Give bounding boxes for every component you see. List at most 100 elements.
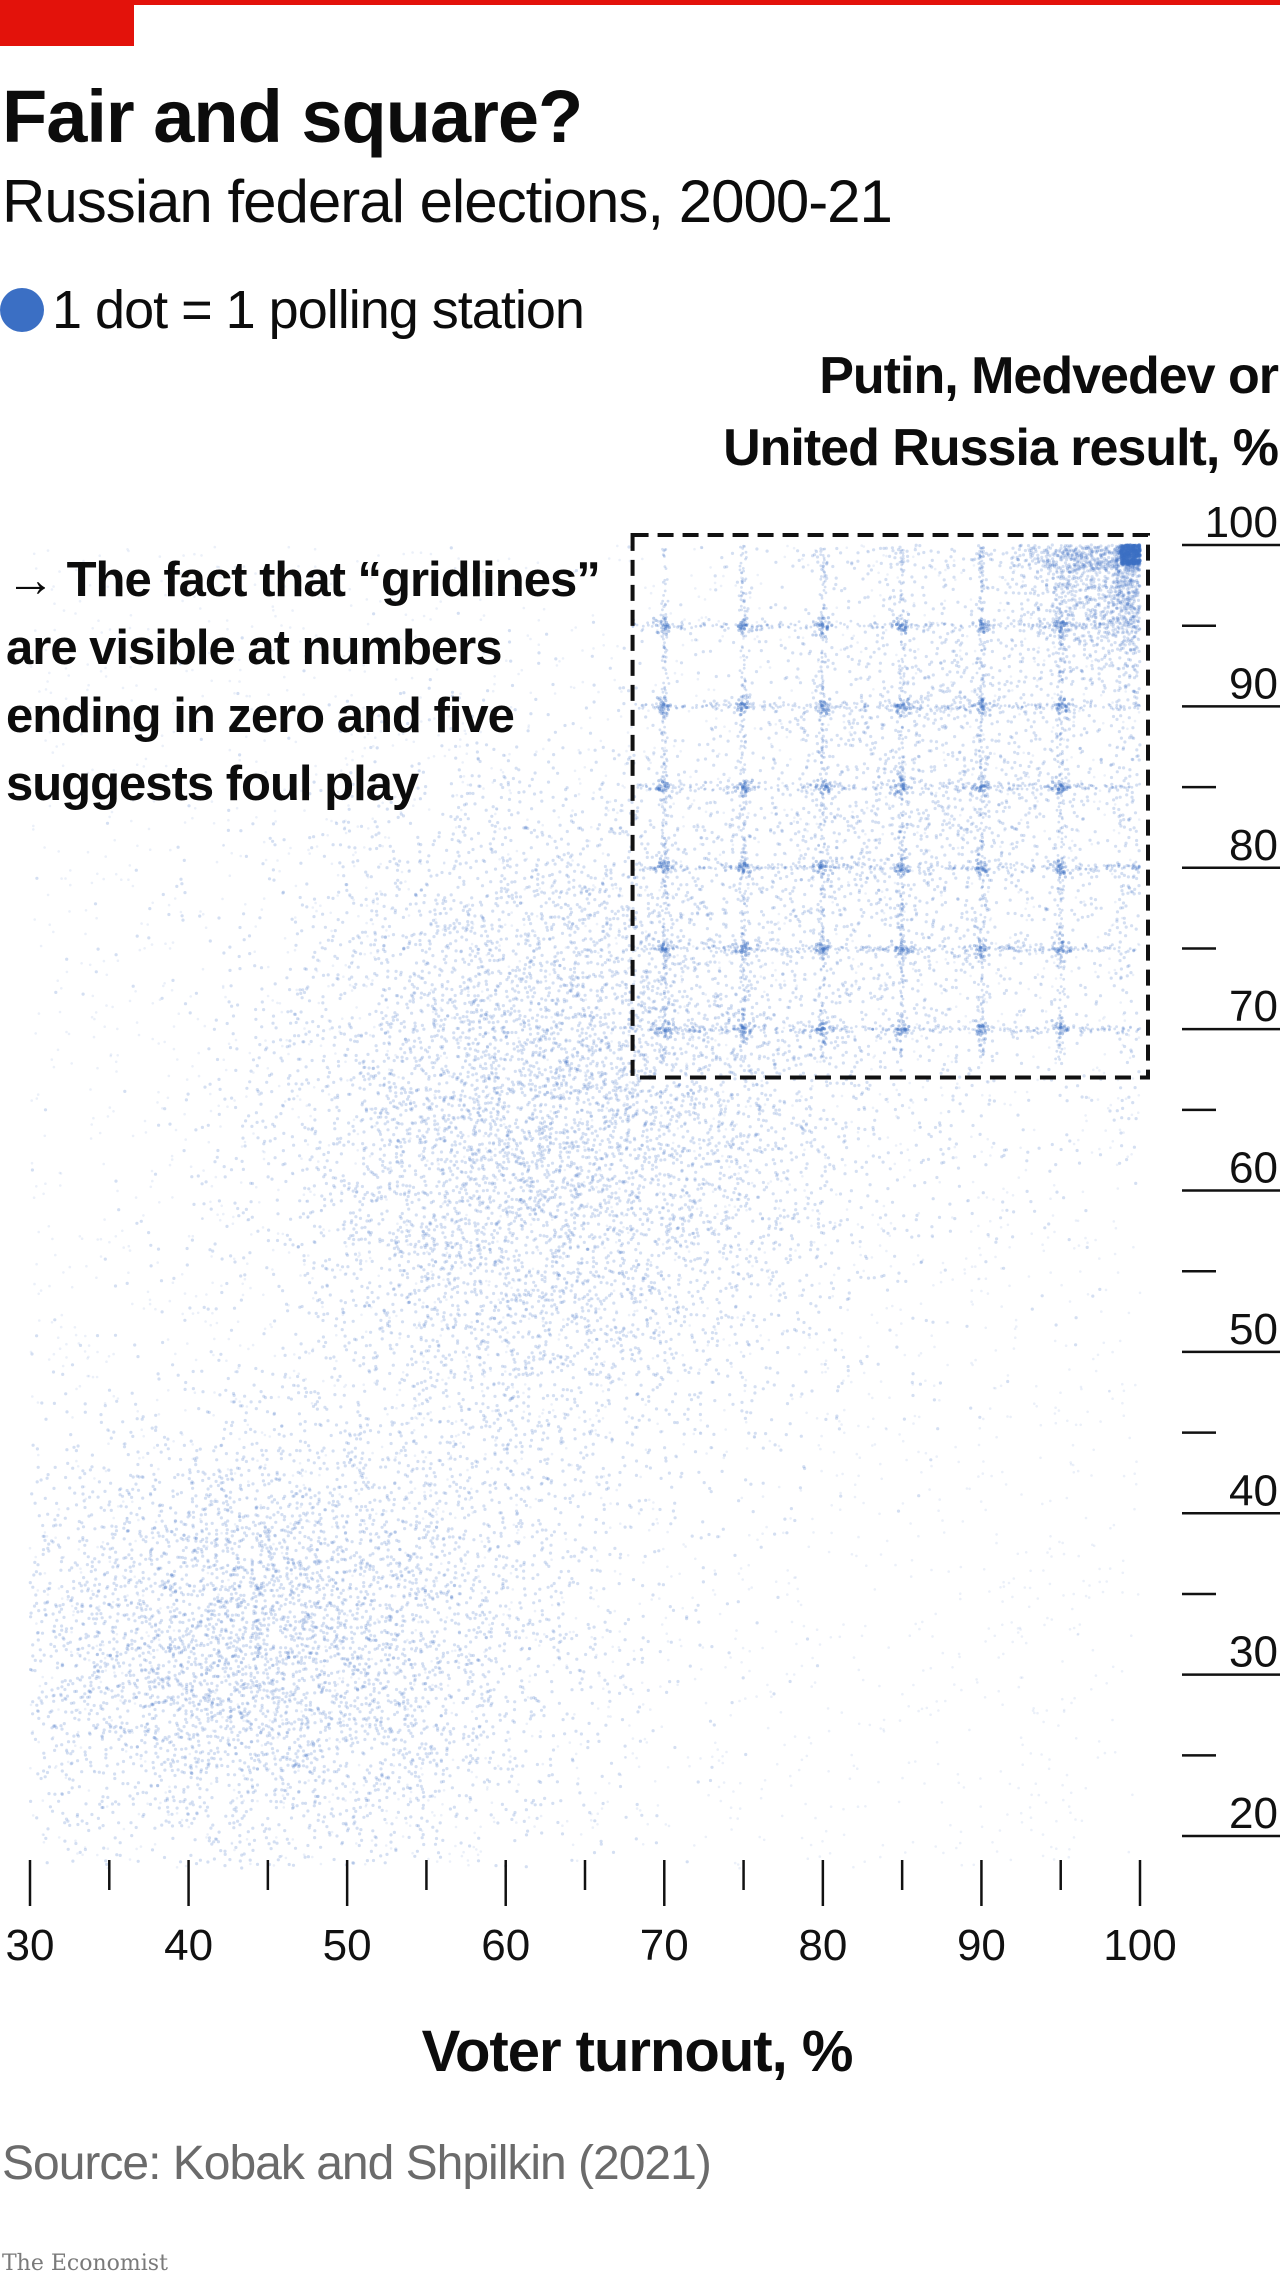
data-point [247,1483,251,1487]
data-point [507,965,511,968]
data-point [104,855,107,858]
data-point [630,725,633,729]
data-point [500,1340,504,1343]
data-point [579,1117,583,1121]
data-point [35,1185,38,1188]
data-point [357,1255,360,1258]
data-point [738,1807,742,1810]
data-point [373,1124,377,1128]
data-point [1079,1385,1083,1389]
data-point [933,1345,936,1349]
data-point [1103,1053,1107,1056]
data-point [33,1501,37,1505]
data-point [240,1145,244,1148]
data-point [539,1730,543,1733]
data-point [1069,1791,1073,1795]
data-point [852,634,856,638]
data-point [1032,1707,1035,1710]
data-point [530,1288,533,1292]
data-point [871,1106,875,1110]
data-point [934,1845,937,1848]
data-point [781,781,784,785]
data-point [739,656,742,659]
data-point [227,1736,230,1740]
data-point [1068,1848,1071,1851]
data-point [323,1795,327,1800]
data-point [32,824,35,828]
data-point [124,1651,128,1655]
data-point [102,1717,106,1721]
data-point [525,857,529,861]
data-point [1057,1409,1061,1412]
data-point [166,1096,170,1100]
data-point [457,1402,461,1406]
data-point [414,635,417,638]
data-point [859,1253,862,1257]
data-point [687,709,691,713]
data-point [659,1685,662,1688]
data-point [54,1536,57,1539]
data-point [728,1344,731,1347]
data-point [739,1350,743,1354]
data-points [28,543,1142,1870]
data-point [671,894,674,898]
data-point [436,1507,440,1510]
data-point [30,1731,34,1735]
data-point [1086,1293,1090,1296]
data-point [435,1579,439,1583]
data-point [150,943,154,946]
data-point [401,1371,405,1374]
data-point [114,1060,118,1064]
data-point [253,1430,257,1434]
data-point [171,1494,175,1499]
data-point [272,1542,275,1546]
data-point [944,583,947,586]
data-point [237,1790,241,1794]
data-point [916,831,919,834]
data-point [537,1518,541,1523]
data-point [802,1624,806,1628]
data-point [154,1307,157,1311]
data-point [820,1469,823,1473]
data-point [816,660,820,663]
data-point [217,1510,221,1515]
data-point [189,1165,193,1168]
data-point [880,890,884,893]
data-point [123,1522,127,1526]
data-point [391,1022,394,1026]
data-point [525,1636,528,1639]
data-point [838,1420,841,1423]
data-point [1105,1580,1108,1583]
data-point [971,1363,974,1367]
data-point [308,1448,312,1452]
data-point [89,1137,93,1140]
data-point [718,853,722,857]
data-point [431,1010,435,1014]
data-point [510,924,514,927]
data-point [487,1283,491,1287]
data-point [491,781,495,784]
data-point [140,1636,144,1640]
data-point [355,1512,359,1517]
data-point [291,1838,295,1841]
data-point [1112,1220,1116,1223]
data-point [60,1743,64,1747]
data-point [911,1101,915,1104]
data-point [845,546,849,549]
data-point [286,1525,290,1529]
data-point [574,1752,578,1756]
data-point [603,1246,606,1250]
data-point [673,671,677,675]
data-point [552,1581,556,1586]
data-point [879,1380,883,1383]
data-point [299,1505,303,1509]
data-point [278,1002,282,1005]
data-point [688,1324,691,1327]
data-point [304,1493,308,1497]
data-point [328,1800,331,1804]
data-point [134,1539,137,1543]
data-point [442,861,446,864]
data-point [449,1597,453,1600]
data-point [1025,1090,1029,1094]
data-point [486,1786,489,1789]
